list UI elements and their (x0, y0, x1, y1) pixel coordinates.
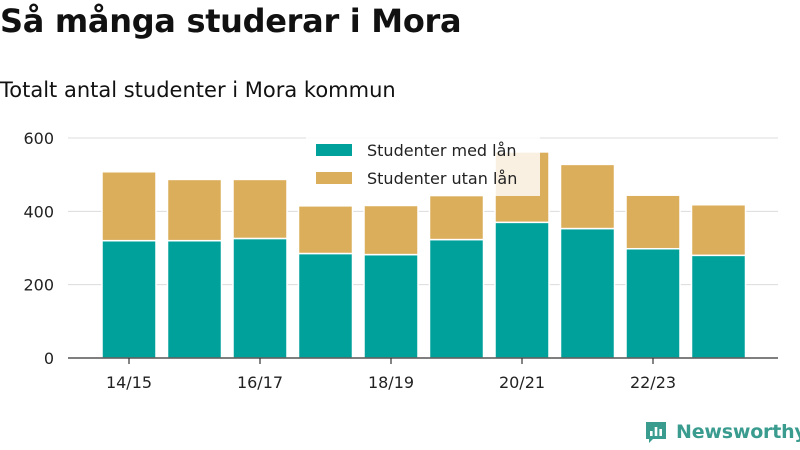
chart-subtitle: Totalt antal studenter i Mora kommun (0, 78, 396, 102)
y-tick-label: 200 (23, 276, 54, 295)
bar-segment-with-loan (232, 237, 288, 359)
y-axis-ticks: 0 200 400 600 (23, 129, 54, 368)
y-tick-label: 600 (23, 129, 54, 148)
x-tick-label: 16/17 (237, 373, 283, 392)
bar-segment-with-loan (494, 221, 550, 359)
bar-segment-with-loan (297, 252, 354, 359)
bar-segment-with-loan (101, 239, 157, 359)
bar-segment-without-loan (101, 170, 157, 242)
bar-chart-speech-bubble-icon (646, 422, 666, 443)
bar-segment-with-loan (690, 254, 747, 359)
x-tick-label: 20/21 (499, 373, 545, 392)
x-tick-label: 14/15 (106, 373, 152, 392)
bar-segment-with-loan (363, 253, 419, 359)
bar-segment-without-loan (232, 178, 288, 240)
bar-segment-without-loan (690, 203, 747, 257)
legend: Studenter med lån Studenter utan lån (306, 136, 540, 196)
bar-segment-with-loan (166, 239, 223, 359)
bar-segment-with-loan (625, 247, 681, 359)
x-tick-label: 18/19 (368, 373, 414, 392)
legend-swatch (316, 144, 352, 156)
legend-label: Studenter utan lån (367, 169, 517, 188)
bar-segment-without-loan (559, 163, 616, 230)
bar-segment-with-loan (428, 238, 485, 359)
legend-swatch (316, 172, 352, 184)
bars (101, 151, 747, 359)
brand-logo: Newsworthy (644, 420, 800, 444)
bar-segment-without-loan (363, 204, 419, 256)
x-tick-label: 22/23 (630, 373, 676, 392)
x-axis: 14/15 16/17 18/19 20/21 22/23 (68, 357, 778, 392)
brand-name: Newsworthy (676, 421, 800, 443)
legend-label: Studenter med lån (367, 141, 517, 160)
bar-segment-without-loan (428, 194, 485, 241)
chart-title: Så många studerar i Mora (0, 2, 462, 40)
bar-segment-with-loan (559, 227, 616, 359)
bar-segment-without-loan (166, 178, 223, 242)
bar-segment-without-loan (625, 194, 681, 250)
y-tick-label: 0 (44, 349, 54, 368)
bar-segment-without-loan (297, 205, 354, 255)
y-tick-label: 400 (23, 202, 54, 221)
